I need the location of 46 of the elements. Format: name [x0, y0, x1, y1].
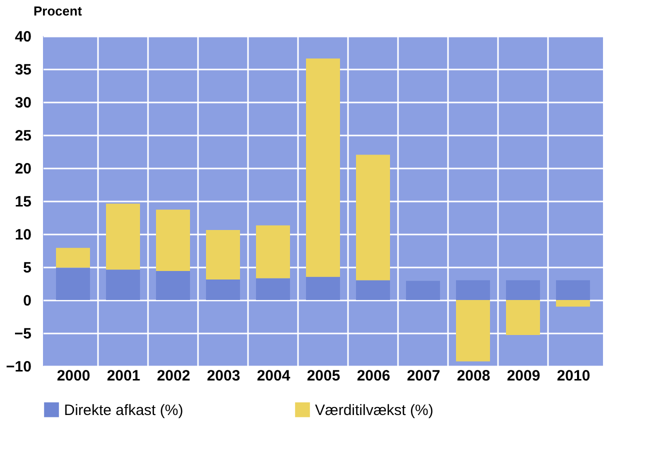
x-tick-label: 2002	[156, 368, 190, 384]
bar	[206, 280, 240, 300]
x-tick-label: 2010	[556, 368, 590, 384]
bar	[556, 300, 590, 307]
x-tick-label: 2005	[306, 368, 340, 384]
y-tick-label: 30	[14, 94, 32, 112]
x-tick-label: 2007	[406, 368, 440, 384]
y-tick-label: −5	[14, 326, 32, 342]
x-tick-label: 2004	[256, 368, 291, 384]
x-tick-label: 2006	[356, 368, 390, 384]
bar	[106, 270, 140, 300]
y-tick-label: 15	[14, 194, 32, 210]
legend-label: Værditilvækst (%)	[315, 402, 434, 419]
x-tick-label: 2008	[456, 368, 490, 384]
y-axis-title: Procent	[34, 4, 83, 18]
bar	[456, 300, 490, 362]
bar	[256, 278, 290, 300]
y-tick-label: 5	[23, 260, 32, 276]
bar	[206, 230, 240, 280]
y-tick-label: 20	[14, 160, 32, 178]
bar	[356, 280, 390, 300]
y-tick-label: 0	[23, 292, 32, 310]
bar	[256, 225, 290, 278]
x-tick-label: 2003	[206, 368, 240, 384]
y-tick-label: 40	[14, 28, 32, 46]
y-tick-label: 25	[14, 128, 32, 144]
x-tick-label: 2000	[56, 368, 90, 384]
bar	[456, 280, 490, 300]
bar	[556, 280, 590, 300]
y-tick-label: 35	[14, 62, 32, 78]
bar	[56, 248, 90, 268]
bar	[306, 276, 340, 300]
y-tick-label: 10	[14, 226, 32, 244]
bar	[356, 154, 390, 280]
bar	[156, 210, 190, 271]
bar	[506, 300, 540, 335]
bar	[406, 280, 440, 300]
bar	[106, 204, 140, 270]
bar	[506, 280, 540, 300]
x-tick-label: 2009	[506, 368, 540, 384]
bar	[56, 268, 90, 300]
x-tick-label: 2001	[106, 368, 140, 384]
bar	[306, 58, 340, 277]
legend-label: Direkte afkast (%)	[64, 402, 184, 419]
bar	[156, 270, 190, 300]
y-tick-label: −10	[6, 358, 32, 376]
